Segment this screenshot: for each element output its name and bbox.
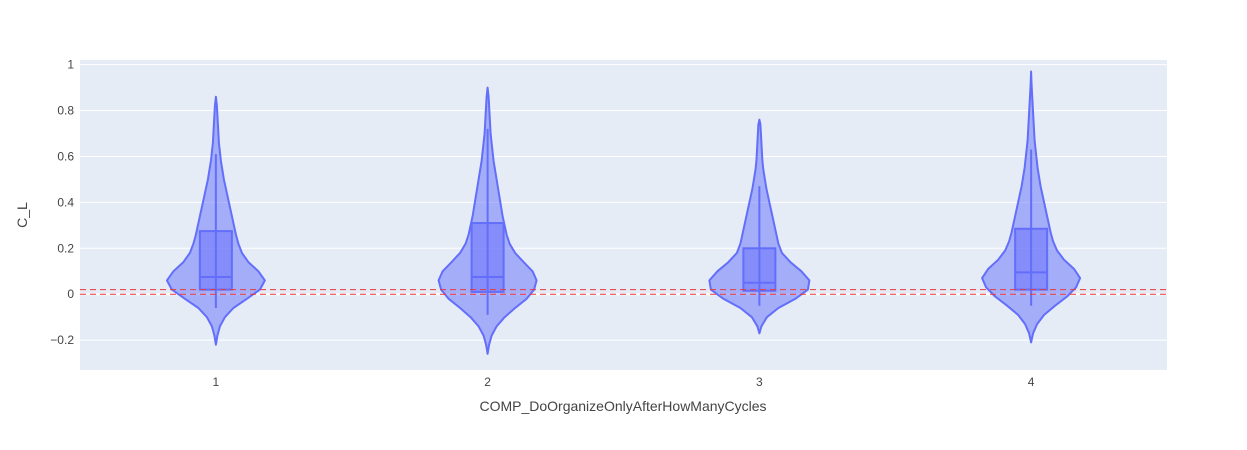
y-tick-label: 0 (67, 287, 74, 301)
x-tick-label: 2 (484, 375, 491, 389)
y-tick-label: −0.2 (50, 333, 74, 347)
y-tick-label: 0.4 (57, 195, 74, 209)
plot-background (80, 60, 1167, 370)
x-tick-label: 4 (1028, 375, 1035, 389)
violin-1 (165, 95, 266, 346)
violin-box (198, 230, 233, 291)
y-tick-label: 1 (67, 58, 74, 72)
x-axis-title: COMP_DoOrganizeOnlyAfterHowManyCycles (479, 398, 766, 414)
violin-box (470, 222, 505, 293)
x-axis-ticks: 1 2 3 4 (213, 375, 1035, 389)
violin-2 (437, 86, 538, 355)
y-axis-title: C_L (14, 202, 30, 228)
violin-4 (981, 70, 1082, 344)
y-tick-label: 0.6 (57, 149, 74, 163)
violin-box (1014, 227, 1049, 291)
x-tick-label: 3 (756, 375, 763, 389)
x-tick-label: 1 (213, 375, 220, 389)
y-tick-label: 0.8 (57, 104, 74, 118)
reference-lines (80, 289, 1167, 295)
violin-3 (708, 118, 811, 335)
violin-box (742, 247, 777, 292)
y-tick-label: 0.2 (57, 241, 74, 255)
violins-layer (165, 70, 1082, 355)
y-axis-ticks: 1 0.8 0.6 0.4 0.2 0 −0.2 (50, 58, 74, 348)
